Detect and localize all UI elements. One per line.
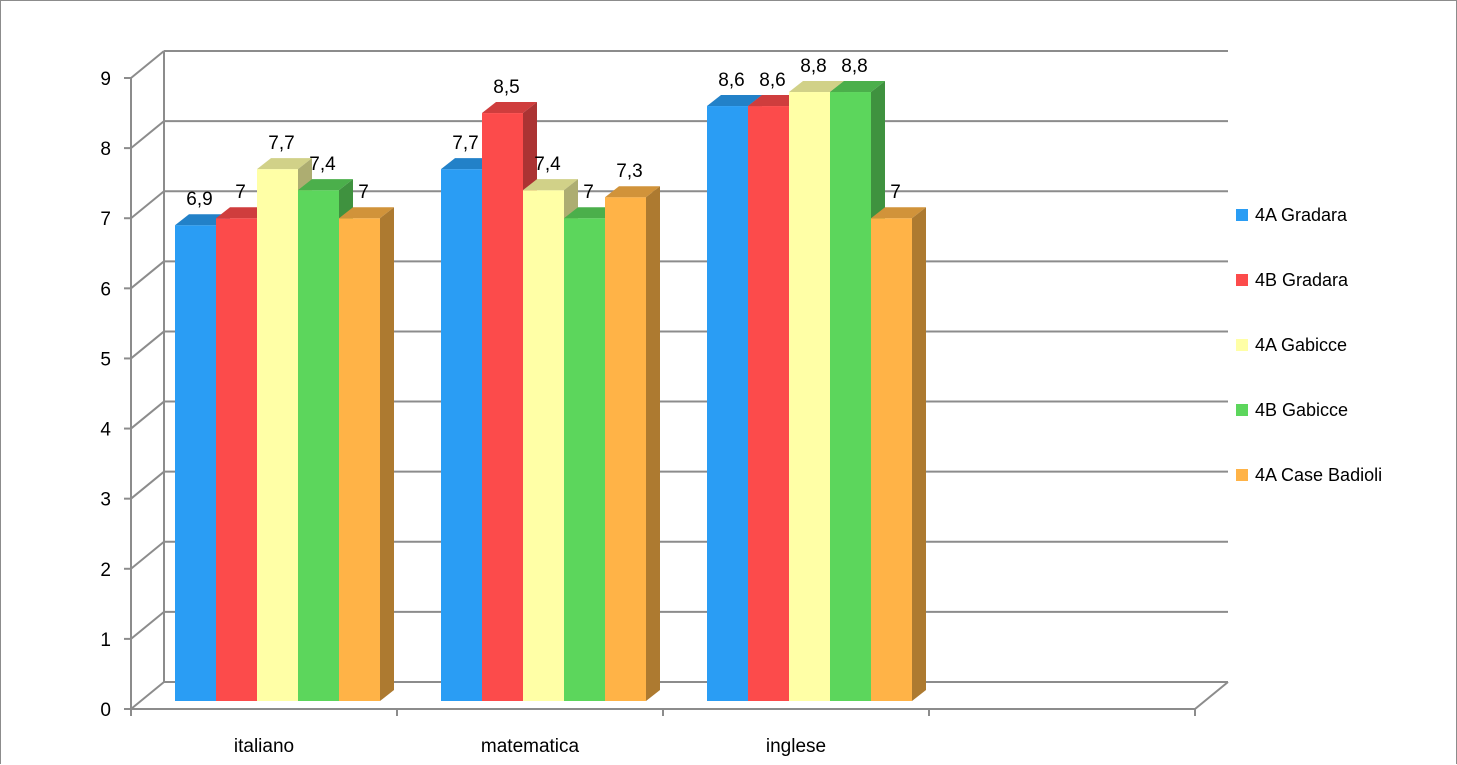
gridline-depth: [130, 120, 165, 149]
bar-top: [482, 102, 537, 114]
bar-top: [523, 179, 578, 191]
legend-swatch: [1236, 209, 1248, 221]
bar-top: [257, 158, 312, 170]
bar: [789, 92, 830, 702]
bar-top: [298, 179, 353, 191]
bar-top: [707, 95, 762, 107]
bar: [257, 169, 298, 702]
legend-swatch: [1236, 469, 1248, 481]
x-category-label: italiano: [234, 736, 294, 757]
bar: [830, 92, 871, 702]
gridline-depth: [130, 681, 165, 710]
data-label: 8,6: [759, 70, 785, 91]
legend-swatch: [1236, 339, 1248, 351]
bar-side: [380, 207, 394, 701]
bar: [216, 218, 257, 701]
bar-side: [912, 207, 926, 701]
bar: [339, 218, 380, 701]
gridline-depth: [130, 330, 165, 360]
bar: [441, 169, 482, 702]
bar-top: [605, 186, 660, 198]
y-tick-label: 4: [100, 420, 111, 441]
legend-label: 4B Gabicce: [1255, 400, 1348, 420]
data-label: 8,5: [493, 77, 519, 98]
data-label: 7: [358, 182, 369, 203]
legend-label: 4A Case Badioli: [1255, 465, 1382, 485]
data-label: 7,3: [616, 161, 642, 182]
gridline-depth: [130, 190, 165, 219]
gridline-depth: [130, 470, 165, 500]
data-label: 7,7: [452, 133, 478, 154]
y-tick-label: 2: [100, 560, 111, 581]
data-label: 6,9: [186, 189, 212, 210]
data-label: 7: [235, 182, 246, 203]
y-tick-label: 3: [100, 490, 111, 511]
bar: [564, 218, 605, 701]
legend-swatch: [1236, 404, 1248, 416]
data-label: 8,6: [718, 70, 744, 91]
x-category-label: matematica: [481, 736, 580, 757]
bar-side: [646, 186, 660, 701]
bar: [482, 113, 523, 702]
legend-swatch: [1236, 274, 1248, 286]
bar: [605, 197, 646, 701]
y-tick-label: 6: [100, 279, 111, 300]
data-label: 8,8: [800, 56, 826, 77]
y-tick-label: 8: [100, 139, 111, 160]
bar-top: [871, 207, 926, 219]
y-tick-label: 1: [100, 630, 111, 651]
legend-label: 4A Gabicce: [1255, 335, 1347, 355]
data-label: 7: [583, 182, 594, 203]
data-label: 8,8: [841, 56, 867, 77]
gridline-depth: [130, 400, 165, 430]
y-tick-label: 9: [100, 69, 111, 90]
y-tick-label: 7: [100, 209, 111, 230]
legend-label: 4A Gradara: [1255, 205, 1348, 225]
bar-top: [830, 81, 885, 93]
bar: [175, 225, 216, 701]
bar: [748, 106, 789, 702]
gridline-depth: [130, 541, 165, 570]
data-label: 7,7: [268, 133, 294, 154]
gridline-depth: [130, 611, 165, 640]
bar-top: [339, 207, 394, 219]
legend-label: 4B Gradara: [1255, 270, 1349, 290]
y-tick-label: 0: [100, 700, 111, 721]
data-label: 7,4: [534, 154, 561, 175]
gridline-depth: [130, 260, 165, 290]
bar: [871, 218, 912, 701]
bar-top: [789, 81, 844, 93]
x-category-label: inglese: [766, 736, 826, 757]
bar: [298, 190, 339, 701]
bar: [707, 106, 748, 702]
gridline-depth: [130, 50, 165, 79]
data-label: 7: [890, 182, 901, 203]
y-tick-label: 5: [100, 349, 111, 370]
data-label: 7,4: [309, 154, 336, 175]
bar: [523, 190, 564, 701]
